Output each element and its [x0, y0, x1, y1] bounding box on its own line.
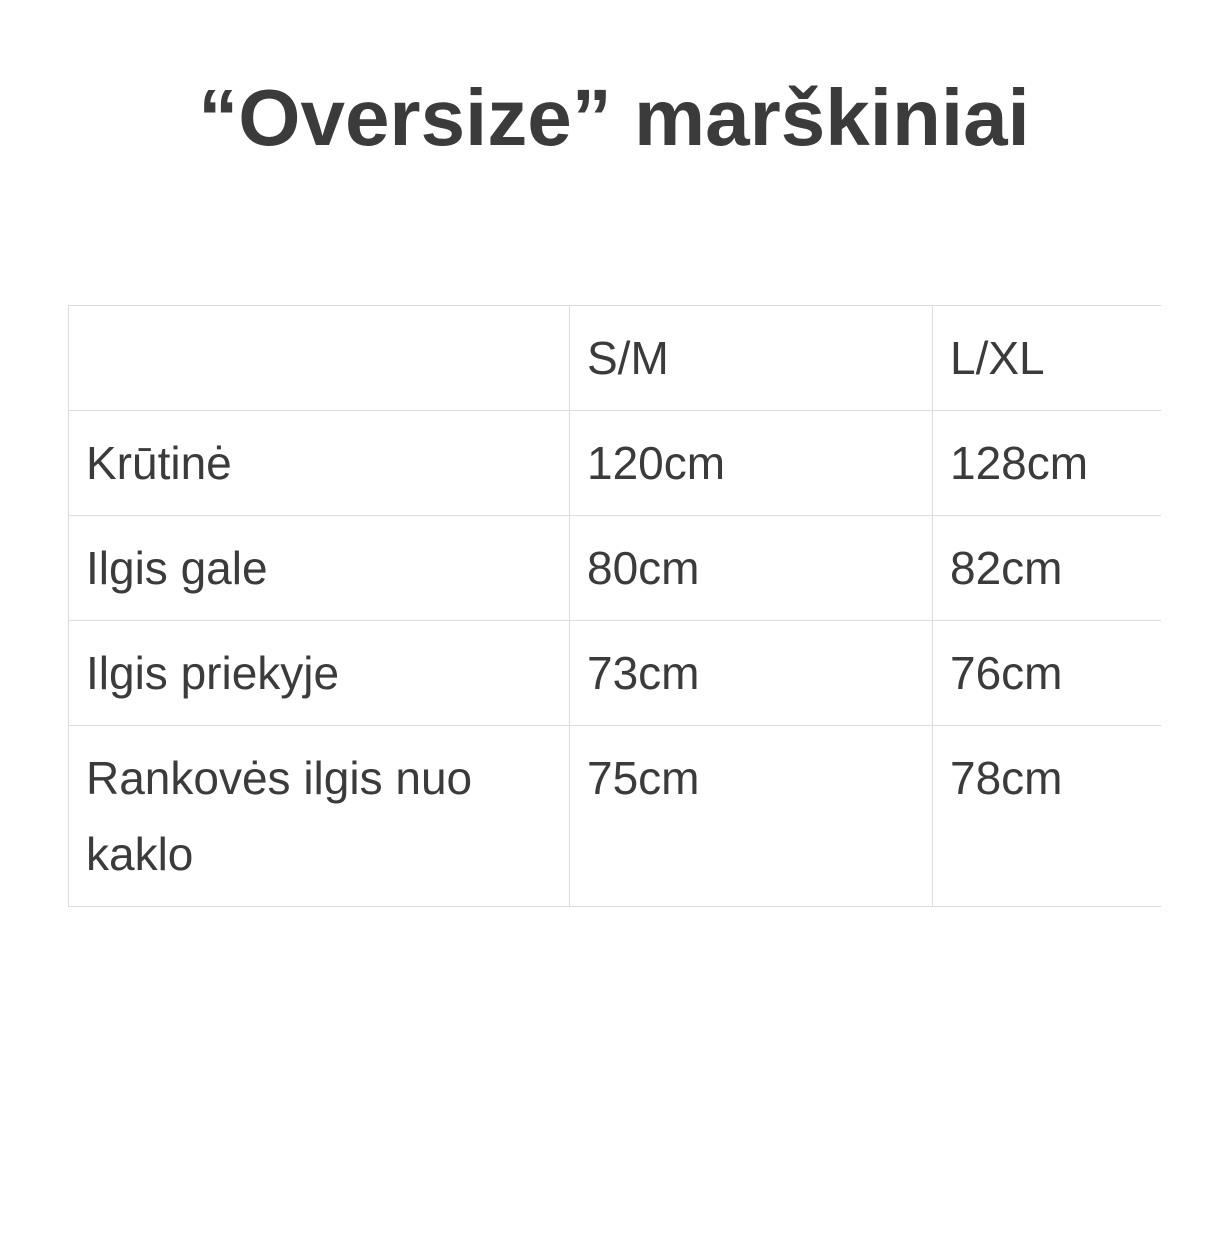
header-cell: L/XL: [932, 305, 1161, 411]
table-cell: 120cm: [569, 410, 933, 516]
table-row: Krūtinė 120cm 128cm: [68, 410, 1161, 516]
table-header-row: S/M L/XL: [68, 305, 1161, 411]
table-cell: 78cm: [932, 725, 1161, 907]
table-row: Rankovės ilgis nuo kaklo 75cm 78cm: [68, 725, 1161, 907]
header-cell: S/M: [569, 305, 933, 411]
row-label: Krūtinė: [68, 410, 570, 516]
size-table-container: S/M L/XL Krūtinė 120cm 128cm Ilgis gale …: [68, 305, 1161, 907]
row-label: Rankovės ilgis nuo kaklo: [68, 725, 570, 907]
header-cell: [68, 305, 570, 411]
row-label: Ilgis gale: [68, 515, 570, 621]
table-row: Ilgis gale 80cm 82cm: [68, 515, 1161, 621]
table-cell: 75cm: [569, 725, 933, 907]
table-cell: 76cm: [932, 620, 1161, 726]
row-label: Ilgis priekyje: [68, 620, 570, 726]
table-cell: 128cm: [932, 410, 1161, 516]
table-cell: 82cm: [932, 515, 1161, 621]
table-row: Ilgis priekyje 73cm 76cm: [68, 620, 1161, 726]
size-table: S/M L/XL Krūtinė 120cm 128cm Ilgis gale …: [68, 305, 1161, 907]
table-cell: 80cm: [569, 515, 933, 621]
table-cell: 73cm: [569, 620, 933, 726]
page-title: “Oversize” marškiniai: [198, 73, 1030, 162]
